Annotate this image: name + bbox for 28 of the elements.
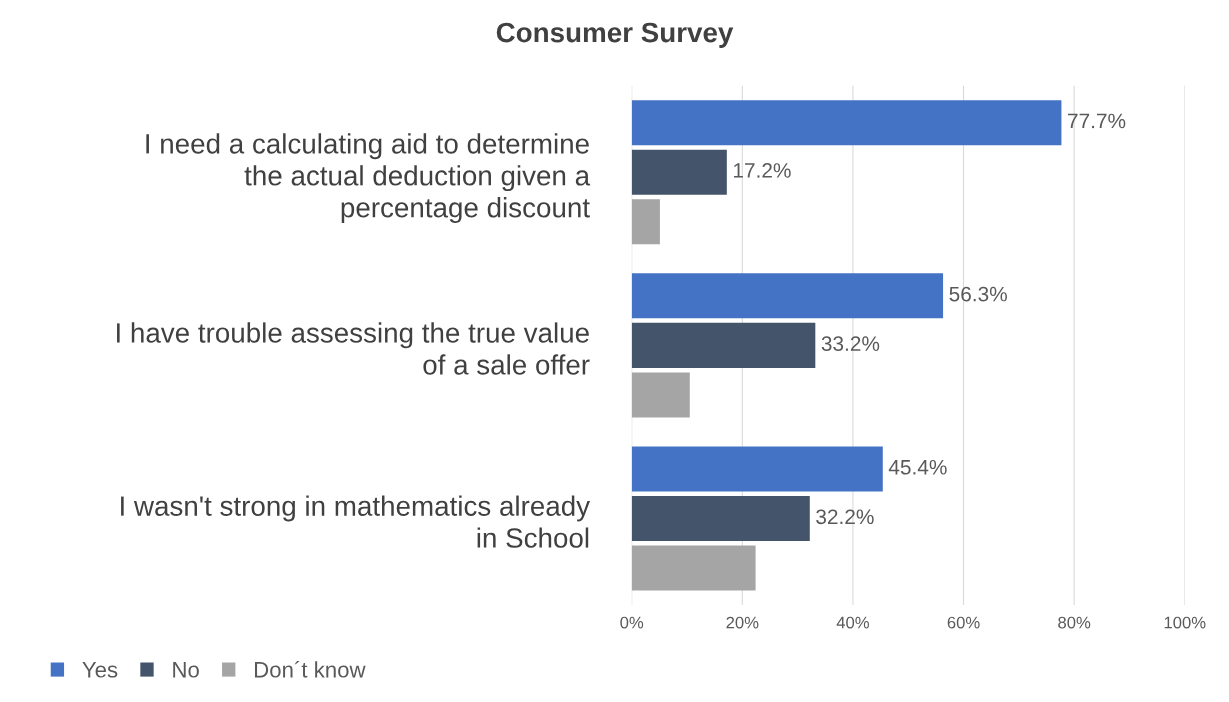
y-tick-label: I need a calculating aid to determine the actual deduction given a percentage discount <box>146 133 591 224</box>
bar <box>631 545 756 591</box>
legend-label: Yes <box>82 662 118 678</box>
data-label: 77.7% <box>1068 113 1126 129</box>
x-tick-label: 0% <box>620 616 644 629</box>
x-tick-label: 60% <box>947 616 980 629</box>
legend-label: No <box>173 662 199 678</box>
chart-title: Consumer Survey <box>496 22 734 48</box>
x-tick-label: 80% <box>1058 616 1091 629</box>
bar <box>631 496 810 542</box>
x-tick-label: 40% <box>836 616 870 629</box>
bar <box>631 322 816 368</box>
bar <box>631 372 690 418</box>
bar <box>631 100 1062 146</box>
bar <box>631 149 727 195</box>
data-label: 17.2% <box>733 163 791 178</box>
x-tick-label: 100% <box>1164 616 1206 629</box>
data-label: 33.2% <box>821 336 880 351</box>
x-tick-label: 20% <box>726 616 759 629</box>
y-tick-label: I wasn't strong in mathematics already in School <box>121 495 591 548</box>
bar <box>631 273 944 319</box>
data-label: 56.3% <box>949 286 1007 302</box>
data-label: 32.2% <box>816 509 874 525</box>
bar <box>631 199 660 245</box>
bar <box>631 446 883 492</box>
data-label: 45.4% <box>888 459 947 475</box>
y-tick-label: I have trouble assessing the true value of a sale offer <box>117 322 590 375</box>
legend-label: Don´t know <box>255 661 366 678</box>
